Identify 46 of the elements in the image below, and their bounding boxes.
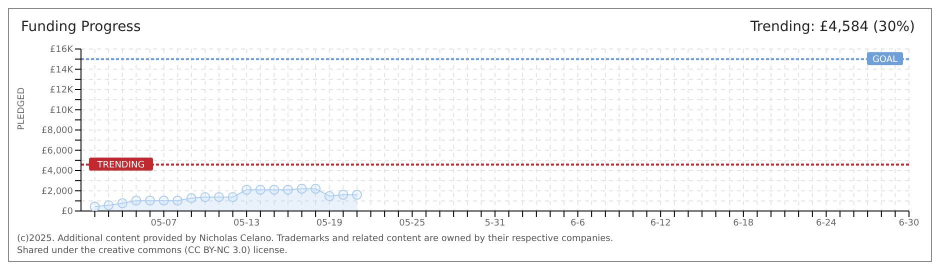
point xyxy=(200,192,210,202)
point xyxy=(90,202,100,211)
point xyxy=(172,196,183,206)
y-tick-label: £0 xyxy=(62,207,74,218)
x-tick-label: 05-07 xyxy=(150,218,177,228)
y-tick-label: £14K xyxy=(50,65,74,76)
point xyxy=(242,184,252,195)
y-tick-label: £12K xyxy=(50,86,74,96)
point xyxy=(117,198,128,208)
y-tick-label: £10K xyxy=(50,106,74,116)
y-tick-label: £4,000 xyxy=(42,166,74,177)
x-tick-label: 6-6 xyxy=(570,218,586,228)
y-tick-label: £16K xyxy=(50,45,74,56)
x-tick-label: 05-19 xyxy=(316,218,343,228)
point xyxy=(283,184,293,195)
y-tick-label: £2,000 xyxy=(42,186,74,197)
text: Shared under the creative commons (CC BY-NC 3.0) license. xyxy=(17,245,289,257)
point xyxy=(186,193,196,204)
x-tick-label: 6-18 xyxy=(733,218,754,228)
y-tick-label: £6,000 xyxy=(42,146,74,156)
point xyxy=(214,192,224,202)
point xyxy=(352,190,362,200)
ref-line-label: GOAL xyxy=(872,55,898,66)
chart-subtitle: Trending: £4,584 (30%) xyxy=(750,19,915,35)
x-tick-label: 5-31 xyxy=(484,218,506,228)
x-tick-label: 05-25 xyxy=(399,218,426,228)
point xyxy=(269,184,280,195)
point xyxy=(310,184,321,194)
point xyxy=(338,190,348,200)
point xyxy=(255,184,266,195)
x-tick-label: 6-30 xyxy=(898,218,920,228)
point xyxy=(296,184,307,194)
y-tick-label: £8,000 xyxy=(42,126,74,136)
point xyxy=(158,196,169,206)
point xyxy=(104,200,114,210)
ref-line-label: TRENDING xyxy=(96,160,145,171)
x-tick-label: 05-13 xyxy=(234,218,260,228)
point xyxy=(228,192,238,202)
y-axis-title: PLEDGED xyxy=(17,87,28,130)
chart-title: Funding Progress xyxy=(21,19,141,35)
x-tick-label: 6-24 xyxy=(816,218,837,228)
x-tick-label: 6-12 xyxy=(650,218,671,228)
point xyxy=(324,191,334,202)
text: (c)2025. Additional content provided by Nicholas Celano. Trademarks and related content are owned by their respective companies. xyxy=(17,233,614,245)
point xyxy=(131,196,142,206)
point xyxy=(145,196,155,206)
